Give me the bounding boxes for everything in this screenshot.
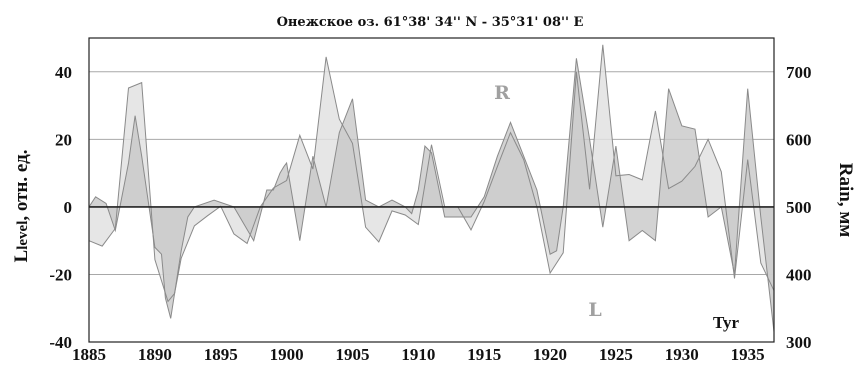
x-tick-label: 1915 <box>467 345 501 364</box>
rain-line <box>88 44 775 303</box>
plot-area <box>88 37 775 343</box>
chart-title: Онежское оз. 61°38' 34'' N - 35°31' 08''… <box>277 15 584 30</box>
x-axis-ticks: 1885 1890 1895 1900 1905 1910 1915 1920 1925 1930… <box>72 345 765 364</box>
x-tick-label: 1910 <box>401 345 435 364</box>
left-axis-label: Llevel, отн. ед. <box>11 150 32 263</box>
x-tick-label: 1890 <box>138 345 172 364</box>
rain-series-label: R <box>494 82 510 104</box>
left-tick-label: -40 <box>49 333 72 352</box>
left-tick-label: 0 <box>64 198 73 217</box>
x-tick-label: 1920 <box>533 345 567 364</box>
level-area <box>89 58 774 332</box>
right-tick-label: 600 <box>786 130 812 149</box>
level-line <box>88 58 775 332</box>
right-axis-ticks: 700 600 500 400 300 <box>786 63 812 352</box>
corner-label: Tyr <box>713 313 740 332</box>
x-tick-label: 1905 <box>335 345 369 364</box>
level-series-label: L <box>588 299 601 321</box>
left-tick-label: 20 <box>55 130 72 149</box>
right-axis-label: Rain, мм <box>835 163 856 238</box>
left-tick-label: -20 <box>49 265 72 284</box>
x-tick-label: 1895 <box>204 345 238 364</box>
right-tick-label: 400 <box>786 265 812 284</box>
right-tick-label: 500 <box>786 198 812 217</box>
plot-frame <box>88 37 775 343</box>
x-tick-label: 1900 <box>270 345 304 364</box>
x-tick-label: 1930 <box>665 345 699 364</box>
left-tick-label: 40 <box>55 63 72 82</box>
right-tick-label: 300 <box>786 333 812 352</box>
x-tick-label: 1925 <box>599 345 633 364</box>
x-tick-label: 1885 <box>72 345 106 364</box>
left-axis-ticks: 40 20 0 -20 -40 <box>49 63 72 352</box>
right-tick-label: 700 <box>786 63 812 82</box>
x-tick-label: 1935 <box>731 345 765 364</box>
